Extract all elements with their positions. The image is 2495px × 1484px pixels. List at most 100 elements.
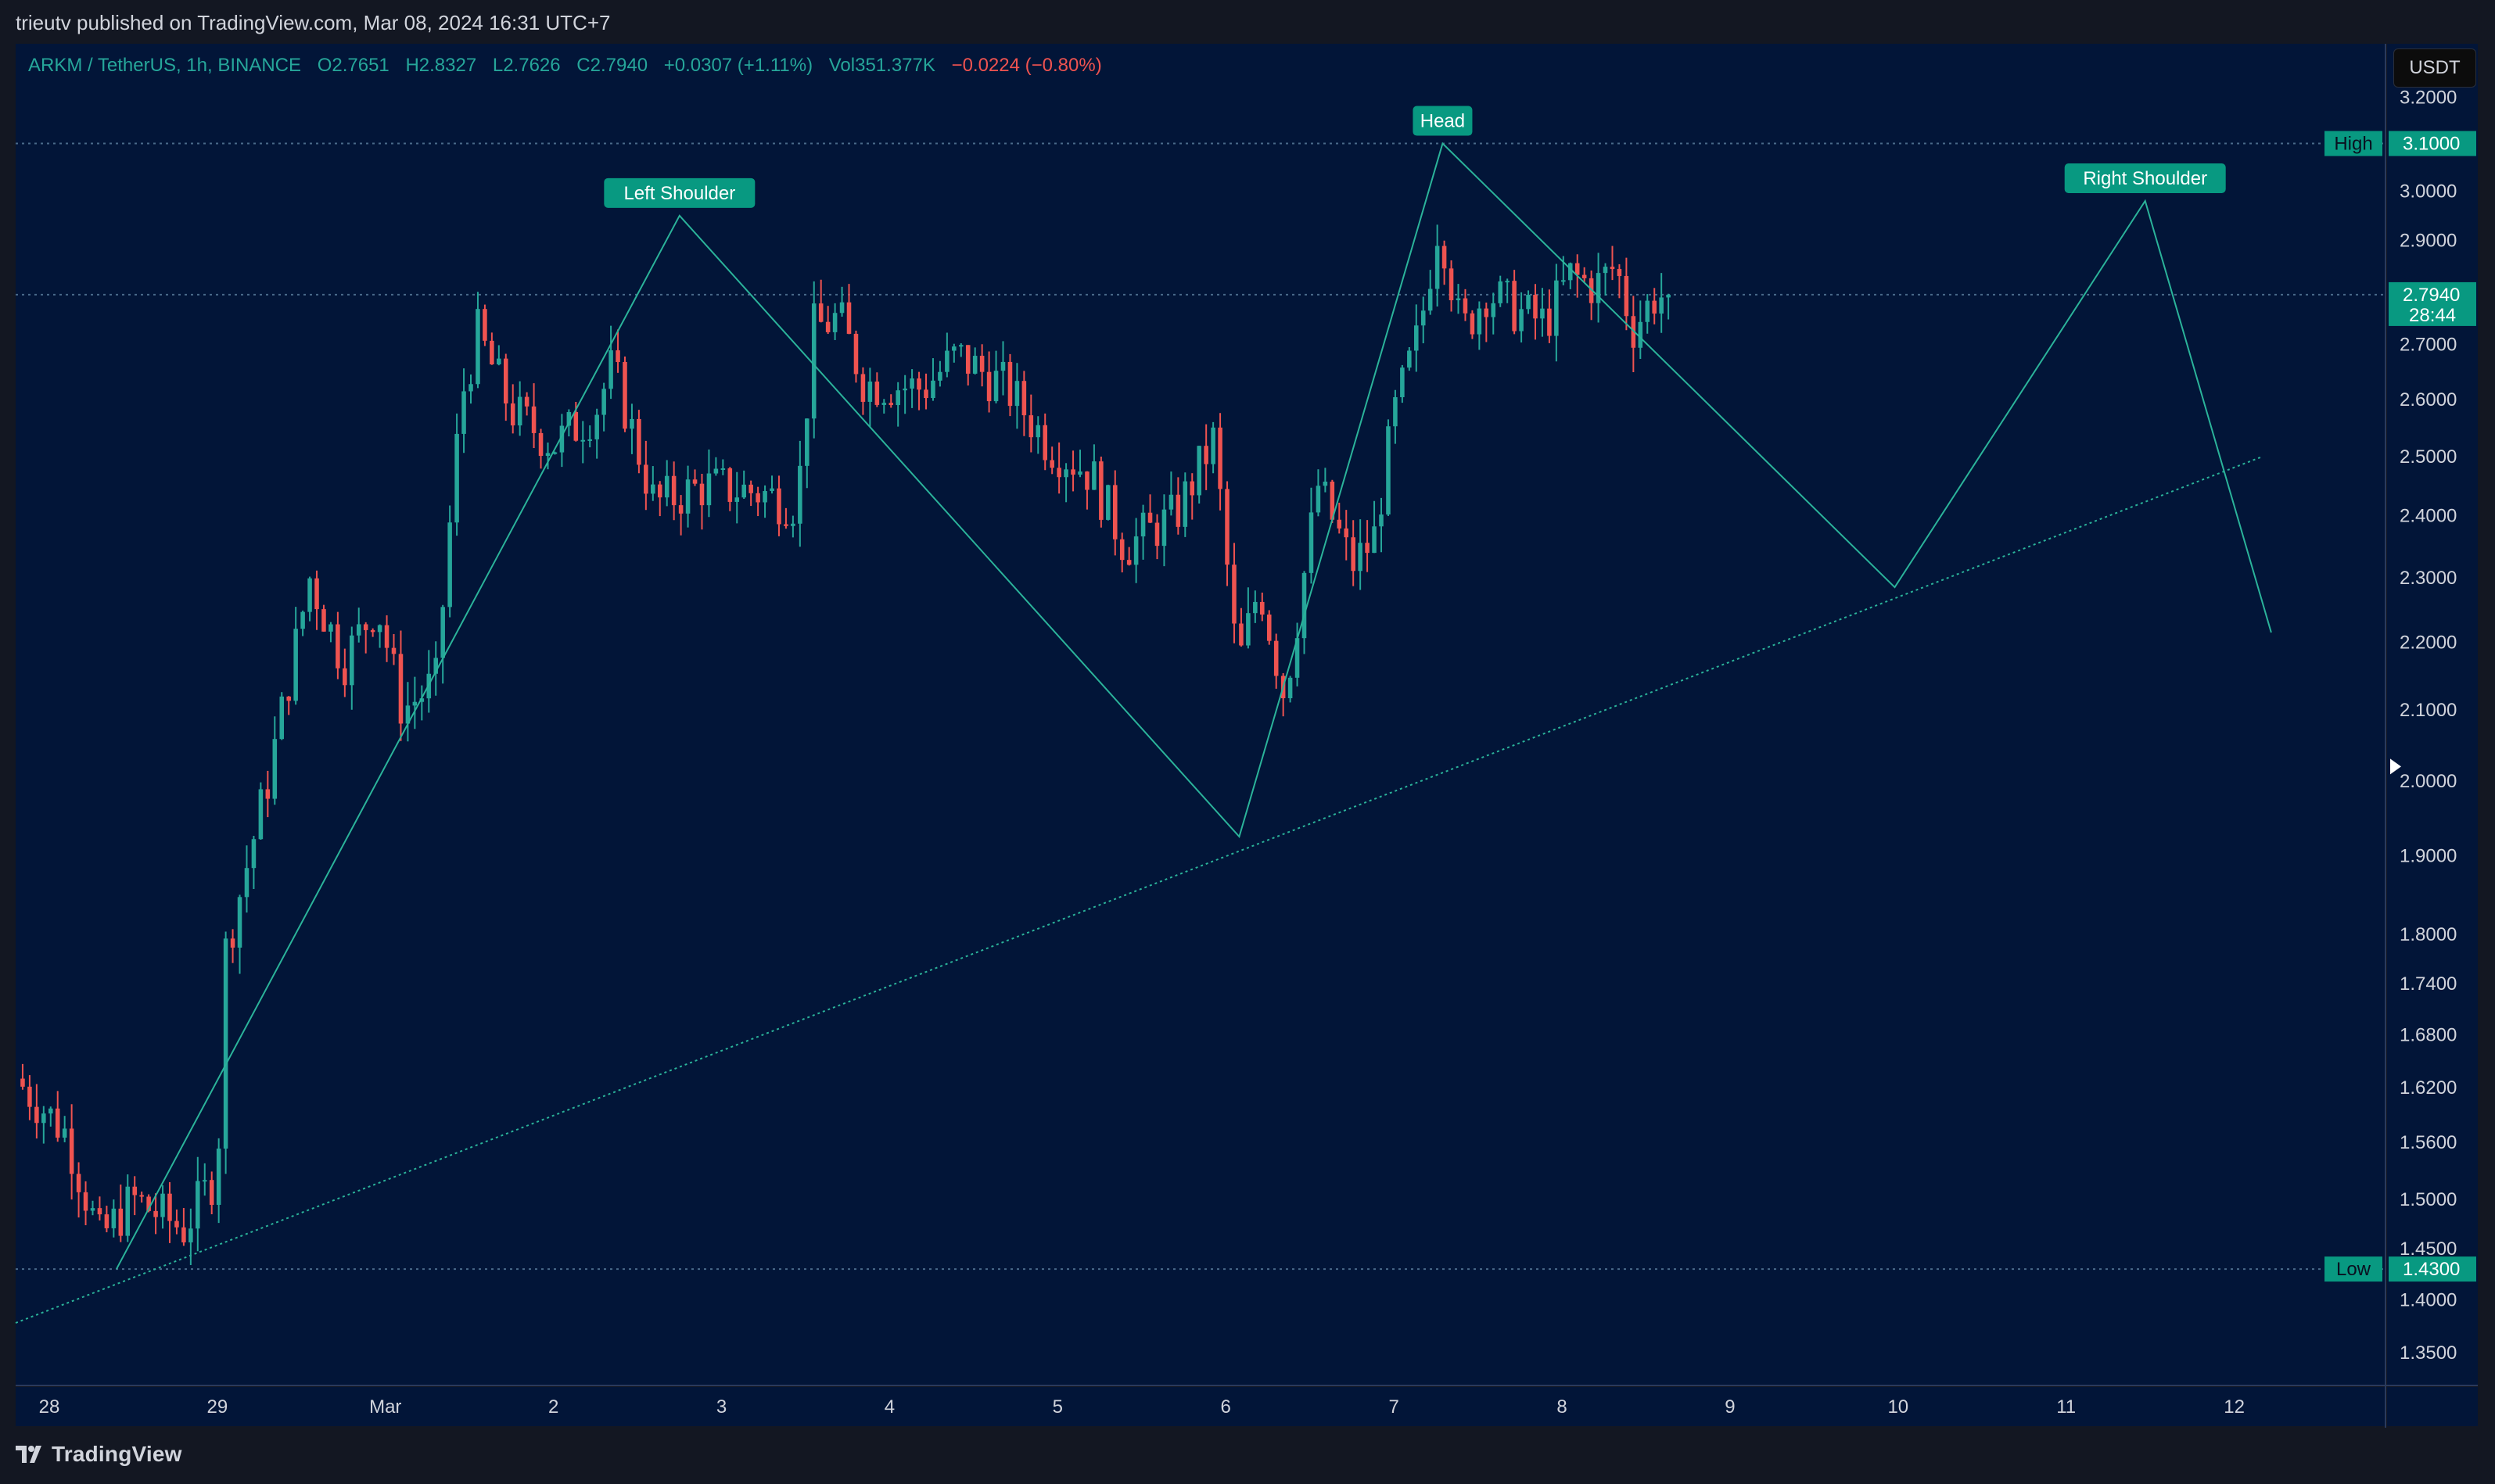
candle-body bbox=[1561, 280, 1566, 282]
candle bbox=[538, 428, 544, 469]
candle bbox=[524, 392, 530, 416]
footer-bar: TradingView bbox=[0, 1428, 2495, 1484]
price-tick-label: 2.2000 bbox=[2400, 633, 2457, 654]
candle bbox=[1407, 346, 1412, 371]
candle-body bbox=[209, 1180, 214, 1205]
candle bbox=[1589, 270, 1594, 321]
volume-value: Vol351.377K bbox=[828, 55, 935, 76]
candle bbox=[630, 403, 634, 454]
candle-body bbox=[1547, 308, 1552, 336]
candle-body bbox=[664, 475, 670, 498]
candle bbox=[1477, 301, 1482, 350]
candle-body bbox=[531, 406, 537, 433]
candle-body bbox=[62, 1128, 67, 1138]
candle-body bbox=[440, 607, 445, 658]
candle bbox=[1043, 413, 1047, 471]
head-shoulders-pattern bbox=[116, 142, 2272, 1270]
candle bbox=[1533, 284, 1538, 340]
candle-body bbox=[1344, 528, 1349, 538]
candle bbox=[1287, 676, 1293, 703]
top-bar: trieutv published on TradingView.com, Ma… bbox=[0, 0, 2495, 44]
candle-body bbox=[55, 1108, 60, 1138]
candle bbox=[83, 1181, 88, 1226]
candle-body bbox=[1140, 512, 1146, 537]
candle bbox=[1183, 472, 1188, 537]
candle-body bbox=[412, 701, 418, 706]
candle bbox=[874, 372, 880, 407]
candle bbox=[685, 465, 691, 528]
candle bbox=[1617, 263, 1622, 299]
price-tick-label: 2.0000 bbox=[2400, 771, 2457, 792]
candle bbox=[903, 375, 907, 414]
candle-body bbox=[1400, 367, 1405, 398]
candle-body bbox=[370, 629, 375, 633]
candle bbox=[1057, 442, 1061, 494]
candle-body bbox=[1631, 316, 1636, 348]
candle bbox=[678, 495, 684, 536]
candle bbox=[1519, 292, 1524, 342]
candle-body bbox=[1106, 485, 1111, 520]
candle bbox=[805, 418, 810, 489]
candle-body bbox=[433, 658, 439, 674]
candle-body bbox=[748, 484, 753, 493]
price-tick-label: 2.3000 bbox=[2400, 568, 2457, 589]
candle bbox=[791, 515, 795, 538]
currency-button[interactable]: USDT bbox=[2393, 48, 2476, 88]
candle bbox=[931, 358, 935, 401]
candle-body bbox=[1064, 469, 1068, 478]
candle bbox=[881, 399, 887, 414]
price-tick-label: 1.3500 bbox=[2400, 1342, 2457, 1364]
candle-body bbox=[1323, 481, 1328, 486]
candle-body bbox=[419, 698, 425, 702]
candle-body bbox=[678, 505, 684, 514]
candle bbox=[321, 604, 326, 632]
candle bbox=[153, 1193, 158, 1235]
candle bbox=[825, 306, 831, 335]
candle-body bbox=[468, 384, 473, 392]
tradingview-brand[interactable]: TradingView bbox=[16, 1442, 182, 1467]
candle-body bbox=[1477, 308, 1482, 335]
high-value: H2.8327 bbox=[405, 55, 477, 76]
candle-body bbox=[146, 1196, 151, 1211]
close-value: C2.7940 bbox=[576, 55, 648, 76]
candle bbox=[251, 836, 257, 889]
candle-body bbox=[692, 479, 698, 484]
candle-body bbox=[279, 696, 285, 740]
candle bbox=[265, 770, 271, 818]
price-tick-label: 2.9000 bbox=[2400, 231, 2457, 252]
candle-body bbox=[671, 475, 677, 506]
candle-body bbox=[1309, 512, 1314, 573]
candle bbox=[1092, 444, 1097, 490]
candle bbox=[336, 611, 340, 679]
candle bbox=[181, 1208, 186, 1246]
candle-body bbox=[805, 418, 810, 466]
candle-body bbox=[945, 350, 950, 372]
candle bbox=[1330, 479, 1335, 523]
candle bbox=[363, 622, 368, 654]
candle-body bbox=[1147, 512, 1153, 523]
candle-body bbox=[791, 523, 795, 526]
candle bbox=[1434, 224, 1440, 307]
candle-body bbox=[1456, 298, 1461, 301]
candle-body bbox=[811, 303, 817, 419]
candle bbox=[1491, 292, 1496, 335]
candle-body bbox=[1659, 297, 1664, 314]
candle bbox=[1316, 469, 1321, 517]
candle bbox=[1253, 590, 1258, 623]
candle-body bbox=[1351, 537, 1355, 572]
candle-body bbox=[1287, 677, 1293, 699]
candle bbox=[1567, 262, 1573, 289]
candle bbox=[867, 367, 873, 427]
candle-body bbox=[447, 522, 452, 608]
candle bbox=[1526, 290, 1531, 314]
candle-body bbox=[1372, 526, 1377, 554]
candle-body bbox=[657, 484, 662, 498]
symbol-label[interactable]: ARKM / TetherUS, 1h, BINANCE bbox=[28, 55, 302, 76]
pattern-label: Right Shoulder bbox=[2083, 168, 2207, 189]
candle-body bbox=[896, 390, 900, 406]
candle-body bbox=[1610, 267, 1615, 270]
candle bbox=[1232, 543, 1237, 643]
candle bbox=[1050, 446, 1054, 475]
candle bbox=[1260, 592, 1265, 622]
